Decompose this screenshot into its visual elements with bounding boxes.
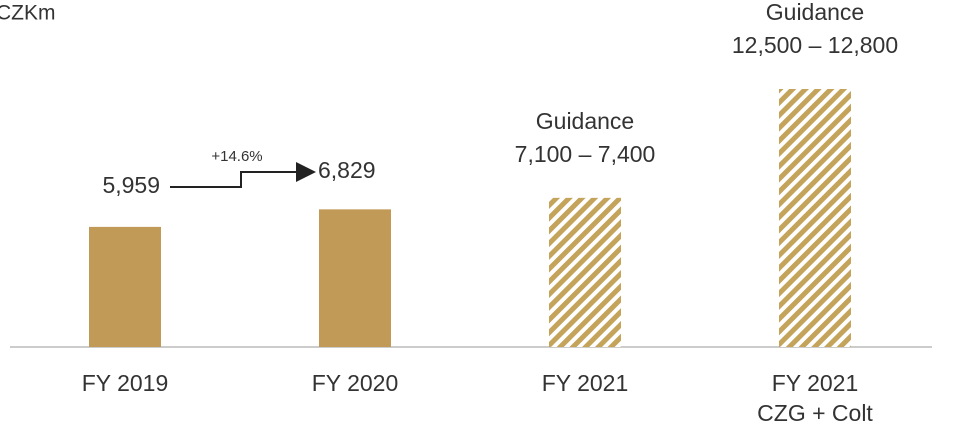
value-label: 5,959 (102, 172, 160, 198)
bar (319, 209, 391, 347)
guidance-title: Guidance (536, 108, 634, 134)
guidance-bar (779, 89, 851, 347)
guidance-bar (549, 197, 621, 347)
guidance-range: 7,100 – 7,400 (515, 141, 656, 167)
bar (89, 226, 161, 347)
guidance-title: Guidance (766, 0, 864, 25)
growth-arrow (170, 162, 316, 188)
x-tick-label: CZG + Colt (757, 400, 873, 426)
value-label: 6,829 (318, 157, 376, 183)
x-tick-label: FY 2019 (82, 370, 169, 396)
x-tick-label: FY 2021 (542, 370, 629, 396)
x-tick-label: FY 2020 (312, 370, 399, 396)
unit-label: CZKm (0, 2, 56, 25)
guidance-range: 12,500 – 12,800 (732, 32, 898, 58)
x-tick-label: FY 2021 (772, 370, 859, 396)
growth-annotation: +14.6% (211, 148, 262, 165)
